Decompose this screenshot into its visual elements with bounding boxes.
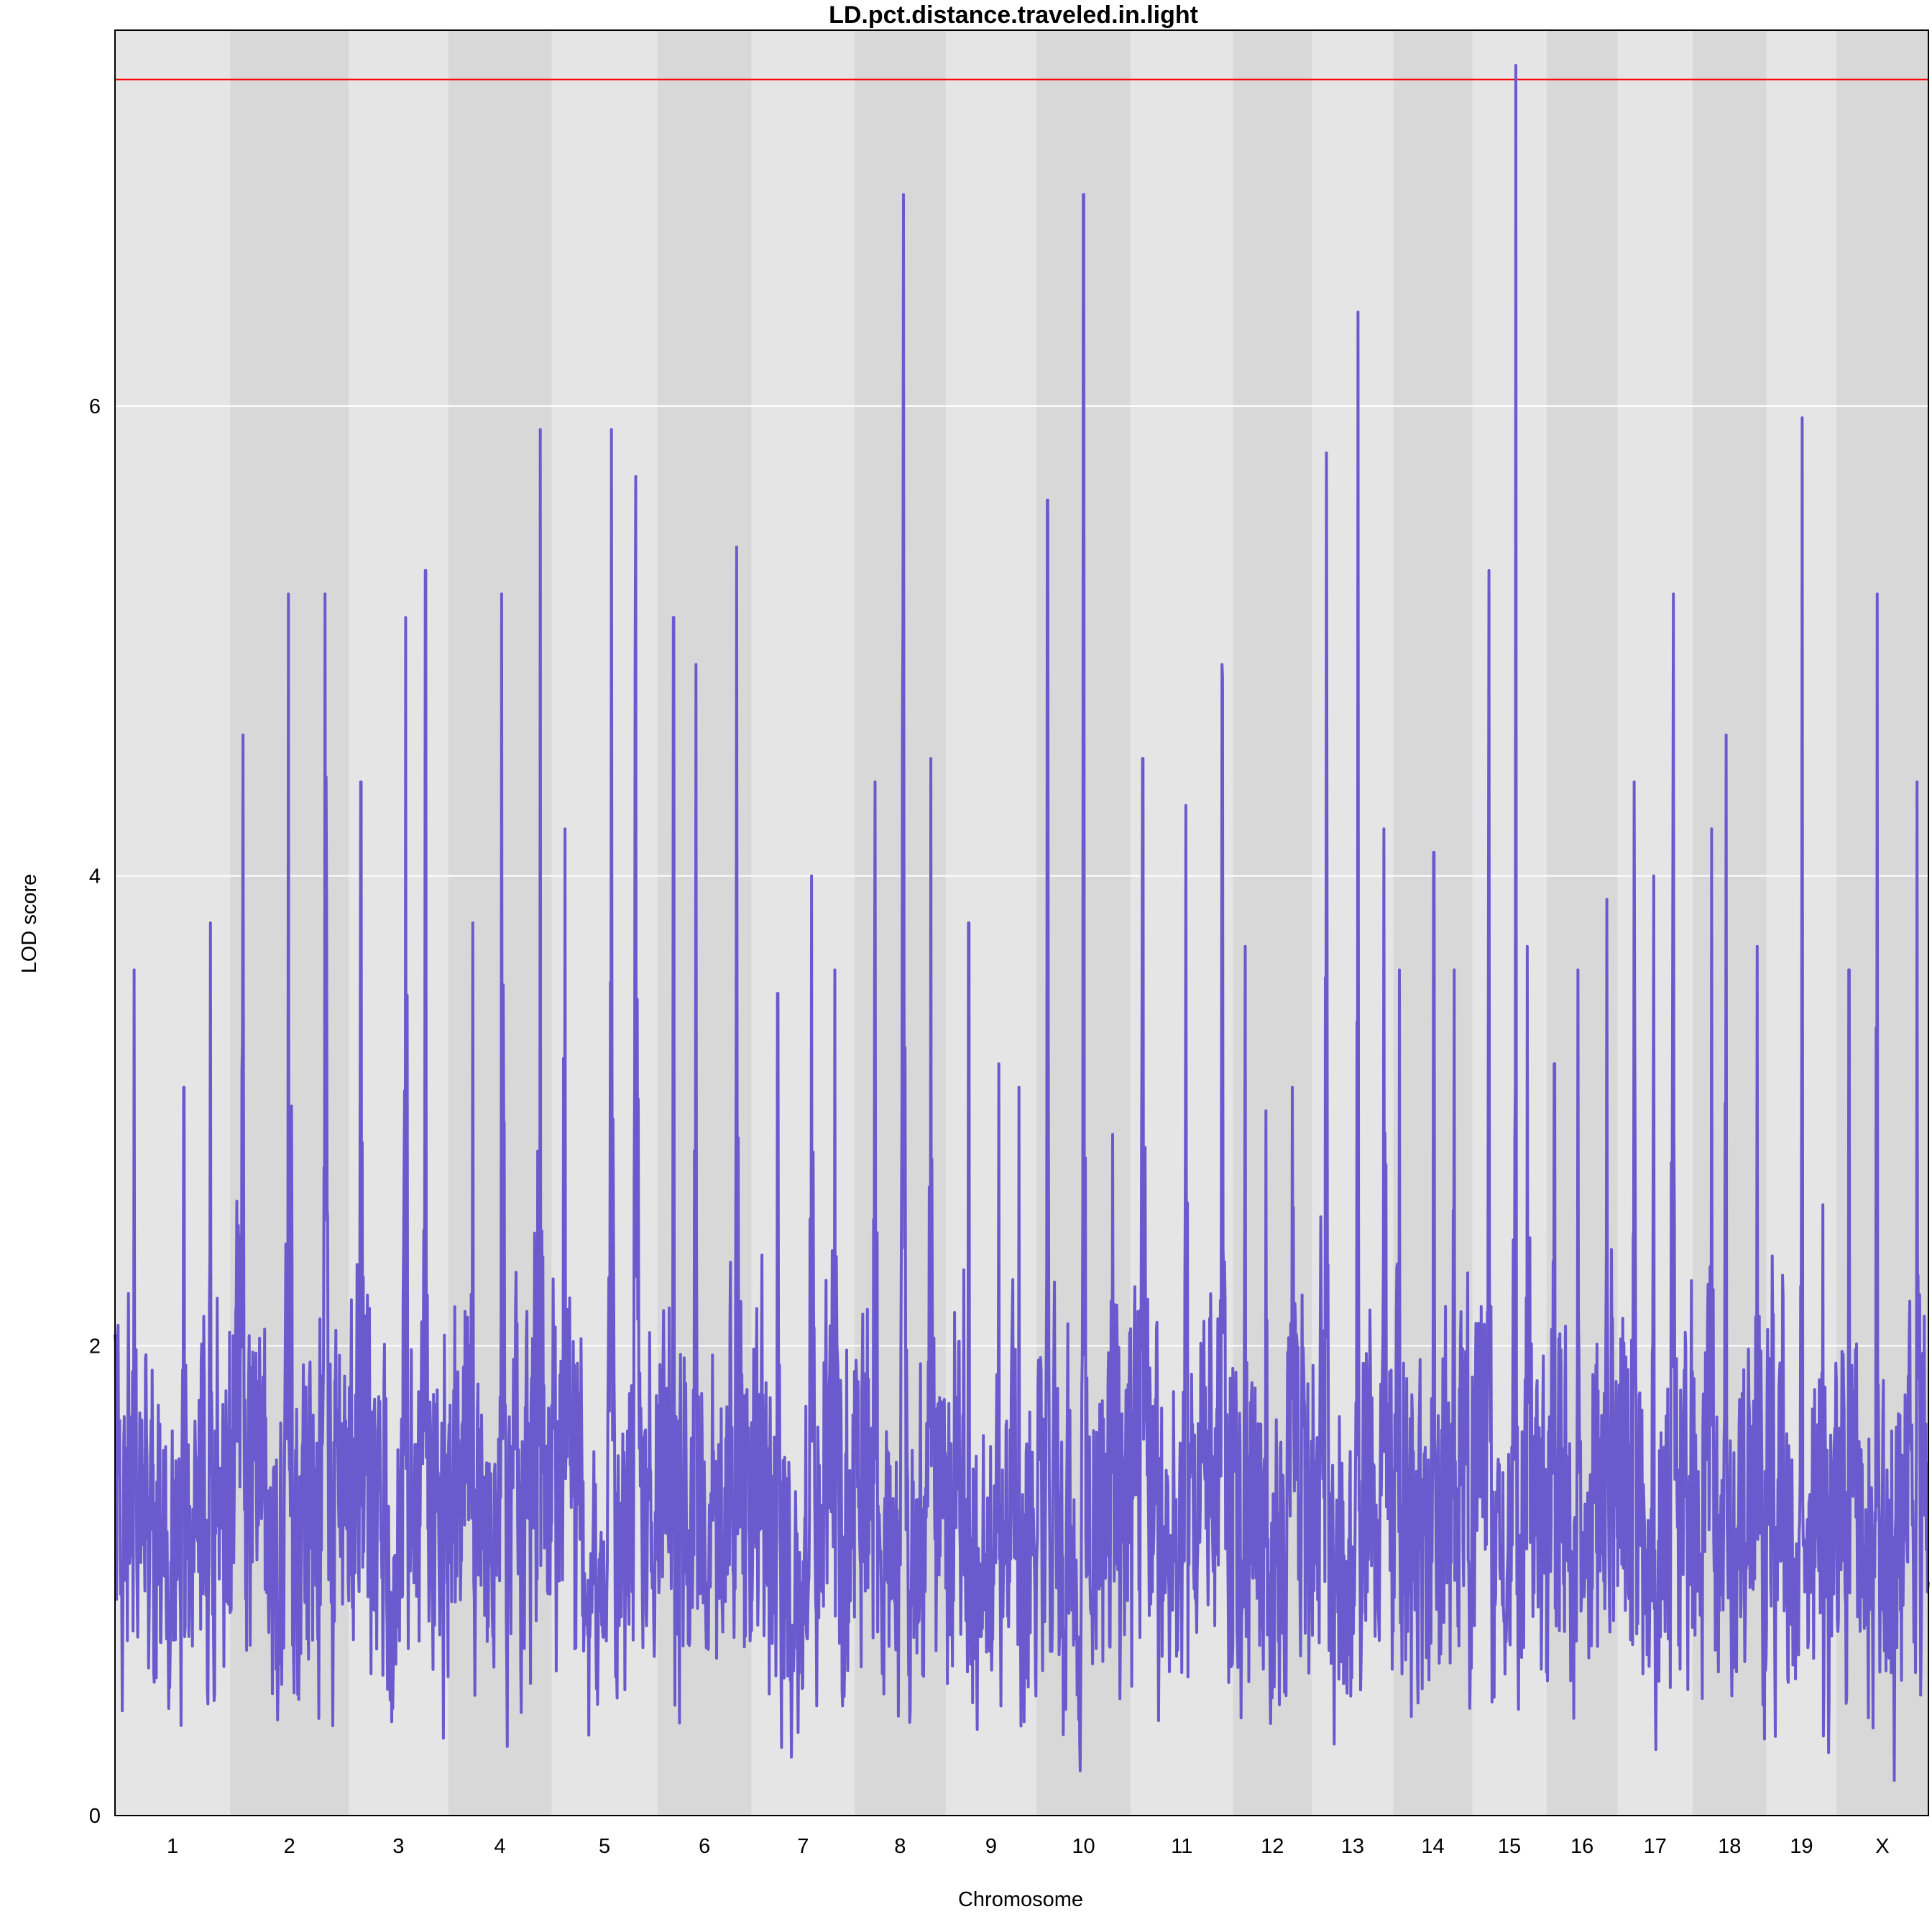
x-tick-label-19: 19	[1790, 1835, 1813, 1858]
x-tick-label-12: 12	[1261, 1835, 1284, 1858]
y-tick-label-2: 2	[89, 1335, 101, 1358]
x-tick-label-1: 1	[167, 1835, 178, 1858]
chromosome-band-5	[551, 30, 658, 1816]
x-tick-label-16: 16	[1570, 1835, 1593, 1858]
lod-score-line	[114, 64, 1930, 1782]
x-tick-label-X: X	[1875, 1835, 1889, 1858]
x-tick-label-11: 11	[1171, 1835, 1192, 1858]
x-tick-label-13: 13	[1341, 1835, 1364, 1858]
x-tick-label-10: 10	[1072, 1835, 1095, 1858]
x-axis-label: Chromosome	[958, 1888, 1083, 1911]
x-tick-label-6: 6	[699, 1835, 710, 1858]
x-tick-label-9: 9	[985, 1835, 997, 1858]
chart-title: LD.pct.distance.traveled.in.light	[829, 1, 1198, 29]
x-tick-label-14: 14	[1421, 1835, 1444, 1858]
x-tick-label-5: 5	[599, 1835, 610, 1858]
x-tick-label-2: 2	[284, 1835, 295, 1858]
x-tick-label-4: 4	[494, 1835, 505, 1858]
horizontal-gridlines	[115, 405, 1928, 1347]
y-axis-label: LOD score	[18, 874, 41, 974]
y-tick-label-6: 6	[89, 395, 101, 418]
x-axis-ticks: 1 2 3 4 5 6 7 8 9 10 11 12 13 14 15 16 17 18 19 X	[167, 1835, 1890, 1858]
x-tick-label-15: 15	[1498, 1835, 1521, 1858]
x-tick-label-18: 18	[1718, 1835, 1741, 1858]
y-tick-label-4: 4	[89, 865, 101, 888]
plot-frame	[114, 29, 1929, 1816]
x-tick-label-3: 3	[392, 1835, 404, 1858]
y-axis-ticks: 0 2 4 6	[89, 395, 101, 1828]
x-tick-label-17: 17	[1644, 1835, 1667, 1858]
x-tick-label-8: 8	[894, 1835, 906, 1858]
x-tick-label-7: 7	[797, 1835, 809, 1858]
y-tick-label-0: 0	[89, 1805, 101, 1828]
